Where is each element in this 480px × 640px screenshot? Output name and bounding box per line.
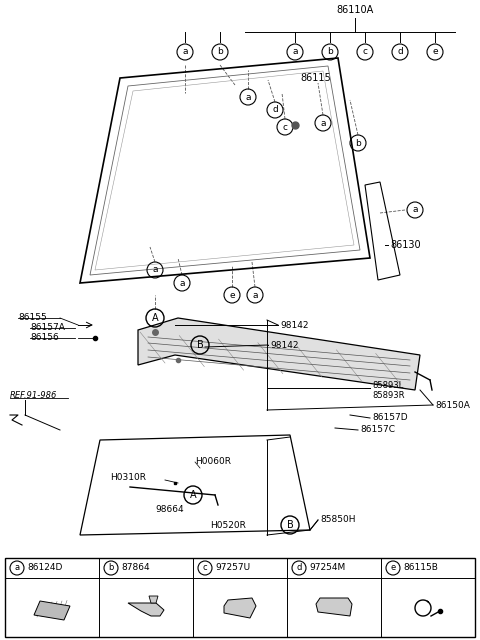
Text: A: A — [152, 313, 158, 323]
Text: a: a — [182, 47, 188, 56]
Text: 86157C: 86157C — [360, 426, 395, 435]
Bar — [5, 558, 475, 637]
Text: 85850H: 85850H — [320, 515, 356, 525]
Text: H0310R: H0310R — [110, 474, 146, 483]
Text: a: a — [320, 118, 326, 127]
Text: b: b — [355, 138, 361, 147]
Text: d: d — [296, 563, 302, 573]
Text: e: e — [390, 563, 396, 573]
Text: b: b — [327, 47, 333, 56]
Text: 86155: 86155 — [18, 314, 47, 323]
Text: 97254M: 97254M — [309, 563, 345, 573]
Text: H0060R: H0060R — [195, 458, 231, 467]
Text: 98664: 98664 — [155, 506, 184, 515]
Text: 86157D: 86157D — [372, 413, 408, 422]
Text: 98142: 98142 — [270, 340, 299, 349]
Text: A: A — [190, 490, 196, 500]
Text: 86156: 86156 — [30, 333, 59, 342]
Polygon shape — [149, 596, 158, 603]
Text: d: d — [397, 47, 403, 56]
Text: b: b — [217, 47, 223, 56]
Text: a: a — [14, 563, 20, 573]
Text: 86115B: 86115B — [403, 563, 438, 573]
Text: a: a — [412, 205, 418, 214]
Text: c: c — [362, 47, 368, 56]
Text: B: B — [197, 340, 204, 350]
Text: a: a — [179, 278, 185, 287]
Polygon shape — [128, 603, 164, 616]
Text: b: b — [108, 563, 114, 573]
Text: H0520R: H0520R — [210, 520, 246, 529]
Polygon shape — [138, 318, 420, 390]
Text: 86110A: 86110A — [336, 5, 373, 15]
Text: a: a — [292, 47, 298, 56]
Text: a: a — [252, 291, 258, 300]
Text: 85893R: 85893R — [372, 390, 405, 399]
Text: c: c — [283, 122, 288, 131]
Text: 86115: 86115 — [300, 73, 331, 83]
Text: 85893L: 85893L — [372, 381, 403, 390]
Text: 86157A: 86157A — [30, 323, 65, 333]
Text: c: c — [203, 563, 207, 573]
Polygon shape — [316, 598, 352, 616]
Text: a: a — [245, 93, 251, 102]
Text: a: a — [152, 266, 158, 275]
Text: 86150A: 86150A — [435, 401, 470, 410]
Text: 98142: 98142 — [280, 321, 309, 330]
Text: B: B — [287, 520, 293, 530]
Polygon shape — [224, 598, 256, 618]
Text: e: e — [229, 291, 235, 300]
Text: 86130: 86130 — [390, 240, 420, 250]
Text: 97257U: 97257U — [215, 563, 250, 573]
Text: REF.91-986: REF.91-986 — [10, 390, 58, 399]
Text: e: e — [432, 47, 438, 56]
Polygon shape — [34, 601, 70, 620]
Text: d: d — [272, 106, 278, 115]
Text: 87864: 87864 — [121, 563, 150, 573]
Text: 86124D: 86124D — [27, 563, 62, 573]
